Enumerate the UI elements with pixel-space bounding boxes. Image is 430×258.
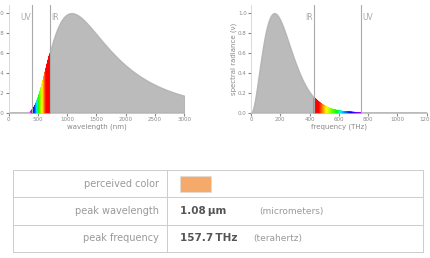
Bar (180, 176, 211, 192)
Text: 1.08 µm: 1.08 µm (180, 206, 226, 216)
Text: peak frequency: peak frequency (83, 233, 159, 243)
Text: perceived color: perceived color (84, 179, 159, 189)
Text: UV: UV (20, 13, 31, 22)
Text: (terahertz): (terahertz) (252, 234, 301, 243)
Text: (micrometers): (micrometers) (259, 206, 323, 215)
Text: peak wavelength: peak wavelength (75, 206, 159, 216)
X-axis label: frequency (THz): frequency (THz) (310, 123, 366, 130)
Text: UV: UV (362, 13, 372, 22)
X-axis label: wavelength (nm): wavelength (nm) (66, 123, 126, 130)
Text: IR: IR (51, 13, 58, 22)
Y-axis label: spectral radiance (ν): spectral radiance (ν) (230, 23, 236, 95)
Text: 157.7 THz: 157.7 THz (180, 233, 237, 243)
Text: IR: IR (304, 13, 312, 22)
